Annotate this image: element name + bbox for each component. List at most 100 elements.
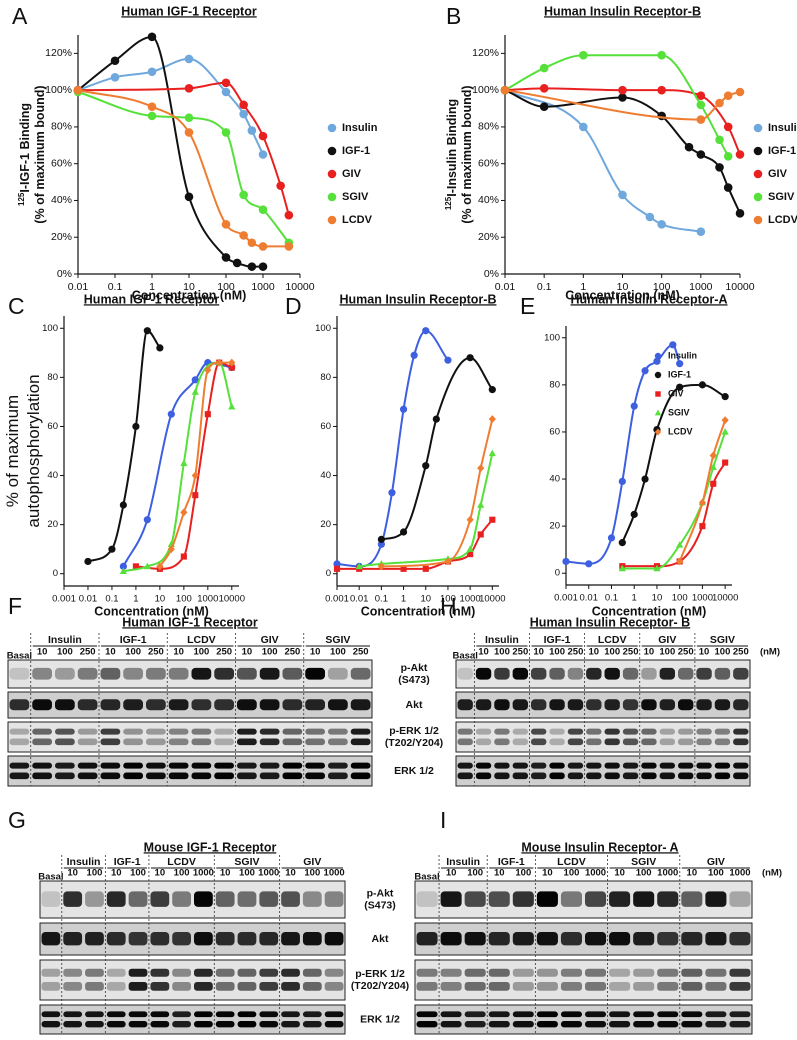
blot-band: [586, 772, 602, 780]
dose-label: 100: [330, 647, 346, 658]
blot-band: [657, 968, 679, 977]
data-point: [143, 327, 151, 335]
data-point: [709, 463, 717, 470]
blot-band: [416, 891, 438, 907]
blot-band: [302, 931, 322, 946]
basal-label: Basal: [414, 872, 439, 883]
blot-band: [302, 982, 322, 991]
blot-band: [549, 762, 565, 769]
blot-band: [215, 968, 235, 977]
blot-band: [488, 891, 510, 907]
blot-band: [100, 699, 121, 711]
x-tick-label: 10000: [219, 594, 245, 605]
blot-band: [696, 728, 712, 735]
blot-band: [281, 931, 300, 946]
blot-band: [215, 931, 235, 946]
blot-band: [622, 728, 639, 735]
blot-band: [536, 982, 558, 991]
data-point: [467, 551, 474, 558]
dose-label: 10: [542, 868, 553, 879]
blot-band: [191, 738, 212, 746]
blot-band: [41, 968, 61, 977]
group-label: IGF-1: [120, 634, 147, 646]
blot-band: [531, 738, 547, 746]
data-point: [585, 560, 593, 568]
blot-band: [100, 667, 121, 680]
blot-band: [150, 1011, 170, 1018]
blot-band: [85, 968, 104, 977]
blot-band: [259, 931, 279, 946]
blot-band: [641, 772, 657, 780]
dose-label: 100: [130, 868, 146, 879]
data-point: [488, 386, 496, 394]
row-label: (T202/Y204): [385, 737, 443, 749]
blot-band: [705, 1020, 727, 1028]
blot-band: [440, 1020, 462, 1028]
blot-band: [475, 738, 492, 746]
data-point: [696, 150, 706, 159]
data-point: [669, 341, 677, 349]
legend-marker: [654, 428, 662, 436]
blot-band: [172, 891, 191, 907]
legend-marker: [655, 391, 661, 397]
legend-label: GIV: [668, 388, 684, 398]
y-tick-label: 20%: [51, 231, 72, 243]
dose-label: 10: [173, 647, 184, 658]
data-point: [710, 480, 717, 487]
panel-letter: G: [8, 807, 26, 833]
fit-curve: [336, 329, 449, 568]
dose-label: 250: [678, 647, 694, 658]
data-point: [191, 388, 199, 395]
blot-band: [9, 772, 30, 780]
blot-band: [416, 931, 438, 946]
dose-label: 1000: [585, 868, 606, 879]
data-point: [653, 357, 661, 365]
row-label: (S473): [364, 899, 396, 911]
y-tick-label: 0: [326, 568, 331, 579]
x-tick-label: 0.1: [537, 281, 552, 293]
data-point: [422, 565, 429, 572]
dose-label: 250: [284, 647, 300, 658]
data-point: [377, 535, 385, 543]
blot-band: [128, 891, 148, 907]
blot-band: [536, 931, 558, 946]
blot-band: [128, 1011, 148, 1018]
blot-band: [259, 968, 279, 977]
data-point: [645, 212, 655, 222]
data-point: [399, 405, 408, 413]
blot-band: [531, 728, 547, 735]
blot-band: [106, 968, 126, 977]
y-tick-label: 40: [320, 470, 331, 481]
x-tick-label: 100: [217, 281, 235, 293]
blot-band: [259, 667, 280, 680]
dose-label: 10: [310, 647, 321, 658]
blot-band: [41, 931, 61, 946]
data-point: [184, 84, 194, 93]
dose-label: 100: [549, 647, 565, 658]
blot-band: [567, 772, 584, 780]
y-axis-label: autophosphorylation: [24, 374, 43, 527]
blot-band: [633, 931, 655, 946]
dose-label: 100: [515, 868, 531, 879]
unit-label: (nM): [760, 647, 780, 658]
data-point: [119, 501, 127, 509]
y-axis-label: (% of maximum bound): [460, 85, 474, 223]
blot-band: [585, 891, 607, 907]
blot-band: [77, 762, 98, 769]
data-point: [676, 557, 684, 566]
data-point: [258, 131, 268, 141]
blot-band: [641, 762, 657, 769]
blot-band: [302, 1020, 322, 1028]
blot-band: [536, 968, 558, 977]
blot-band: [604, 699, 620, 711]
blot-band: [237, 968, 257, 977]
blot-band: [215, 1020, 235, 1028]
data-point: [132, 563, 139, 570]
data-point: [696, 100, 706, 110]
blot-band: [9, 699, 30, 711]
group-label: GIV: [303, 856, 321, 868]
blot-band: [324, 1020, 344, 1028]
blot-band: [705, 891, 727, 907]
blot-band: [85, 1020, 104, 1028]
blot-band: [150, 1020, 170, 1028]
